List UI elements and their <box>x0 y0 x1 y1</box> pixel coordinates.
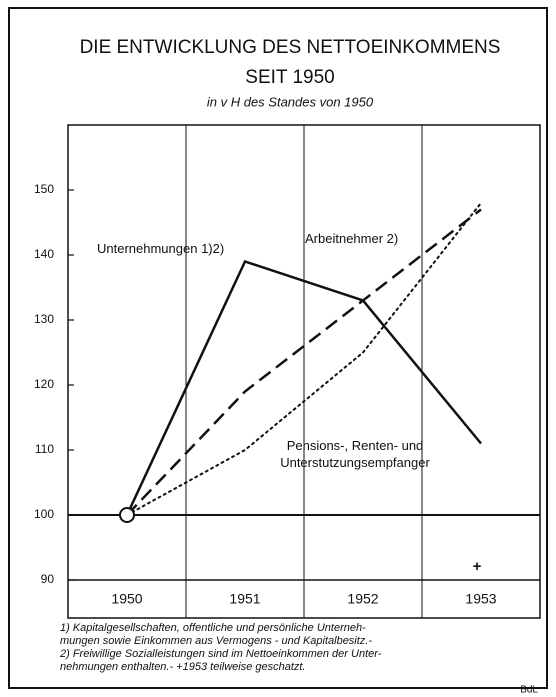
x-tick-label: 1952 <box>347 591 378 607</box>
footnote-line: 2) Freiwillige Sozialleistungen sind im … <box>60 648 382 660</box>
x-tick-label: 1950 <box>111 591 142 607</box>
subtitle: in v H des Standes von 1950 <box>207 94 374 109</box>
footnotes: 1) Kapitalgesellschaften, offentliche un… <box>60 622 500 674</box>
series-label: Unternehmungen 1)2) <box>97 241 225 256</box>
y-tick-label: 100 <box>34 507 54 521</box>
y-tick-label: 150 <box>34 182 54 196</box>
series-line <box>126 202 482 516</box>
x-tick-label: 1953 <box>465 591 496 607</box>
series-label: Pensions-, Renten- und Unterstutzungsemp… <box>280 438 430 470</box>
series-label: Arbeitnehmer 2) <box>305 231 399 246</box>
y-tick-label: 120 <box>34 377 54 391</box>
x-tick-label: 1951 <box>229 591 260 607</box>
footnote-line: mungen sowie Einkommen aus Vermogens - u… <box>60 635 373 647</box>
chart-title: DIE ENTWICKLUNG DES NETTOEINKOMMENS <box>80 37 501 58</box>
annotation: + <box>473 558 482 575</box>
frame <box>8 7 548 689</box>
source: BdL <box>520 685 538 696</box>
footnote-line: 1) Kapitalgesellschaften, offentliche un… <box>60 622 366 634</box>
y-tick-label: 140 <box>34 247 54 261</box>
y-tick-label: 130 <box>34 312 54 326</box>
y-tick-label: 110 <box>35 442 54 456</box>
y-tick-label: 90 <box>41 572 55 586</box>
start-marker <box>119 507 135 523</box>
footnote-line: nehmungen enthalten.- +1953 teilweise ge… <box>60 661 306 673</box>
series-line <box>126 208 482 516</box>
series-line <box>125 259 482 516</box>
chart-title-line2: SEIT 1950 <box>245 67 334 88</box>
